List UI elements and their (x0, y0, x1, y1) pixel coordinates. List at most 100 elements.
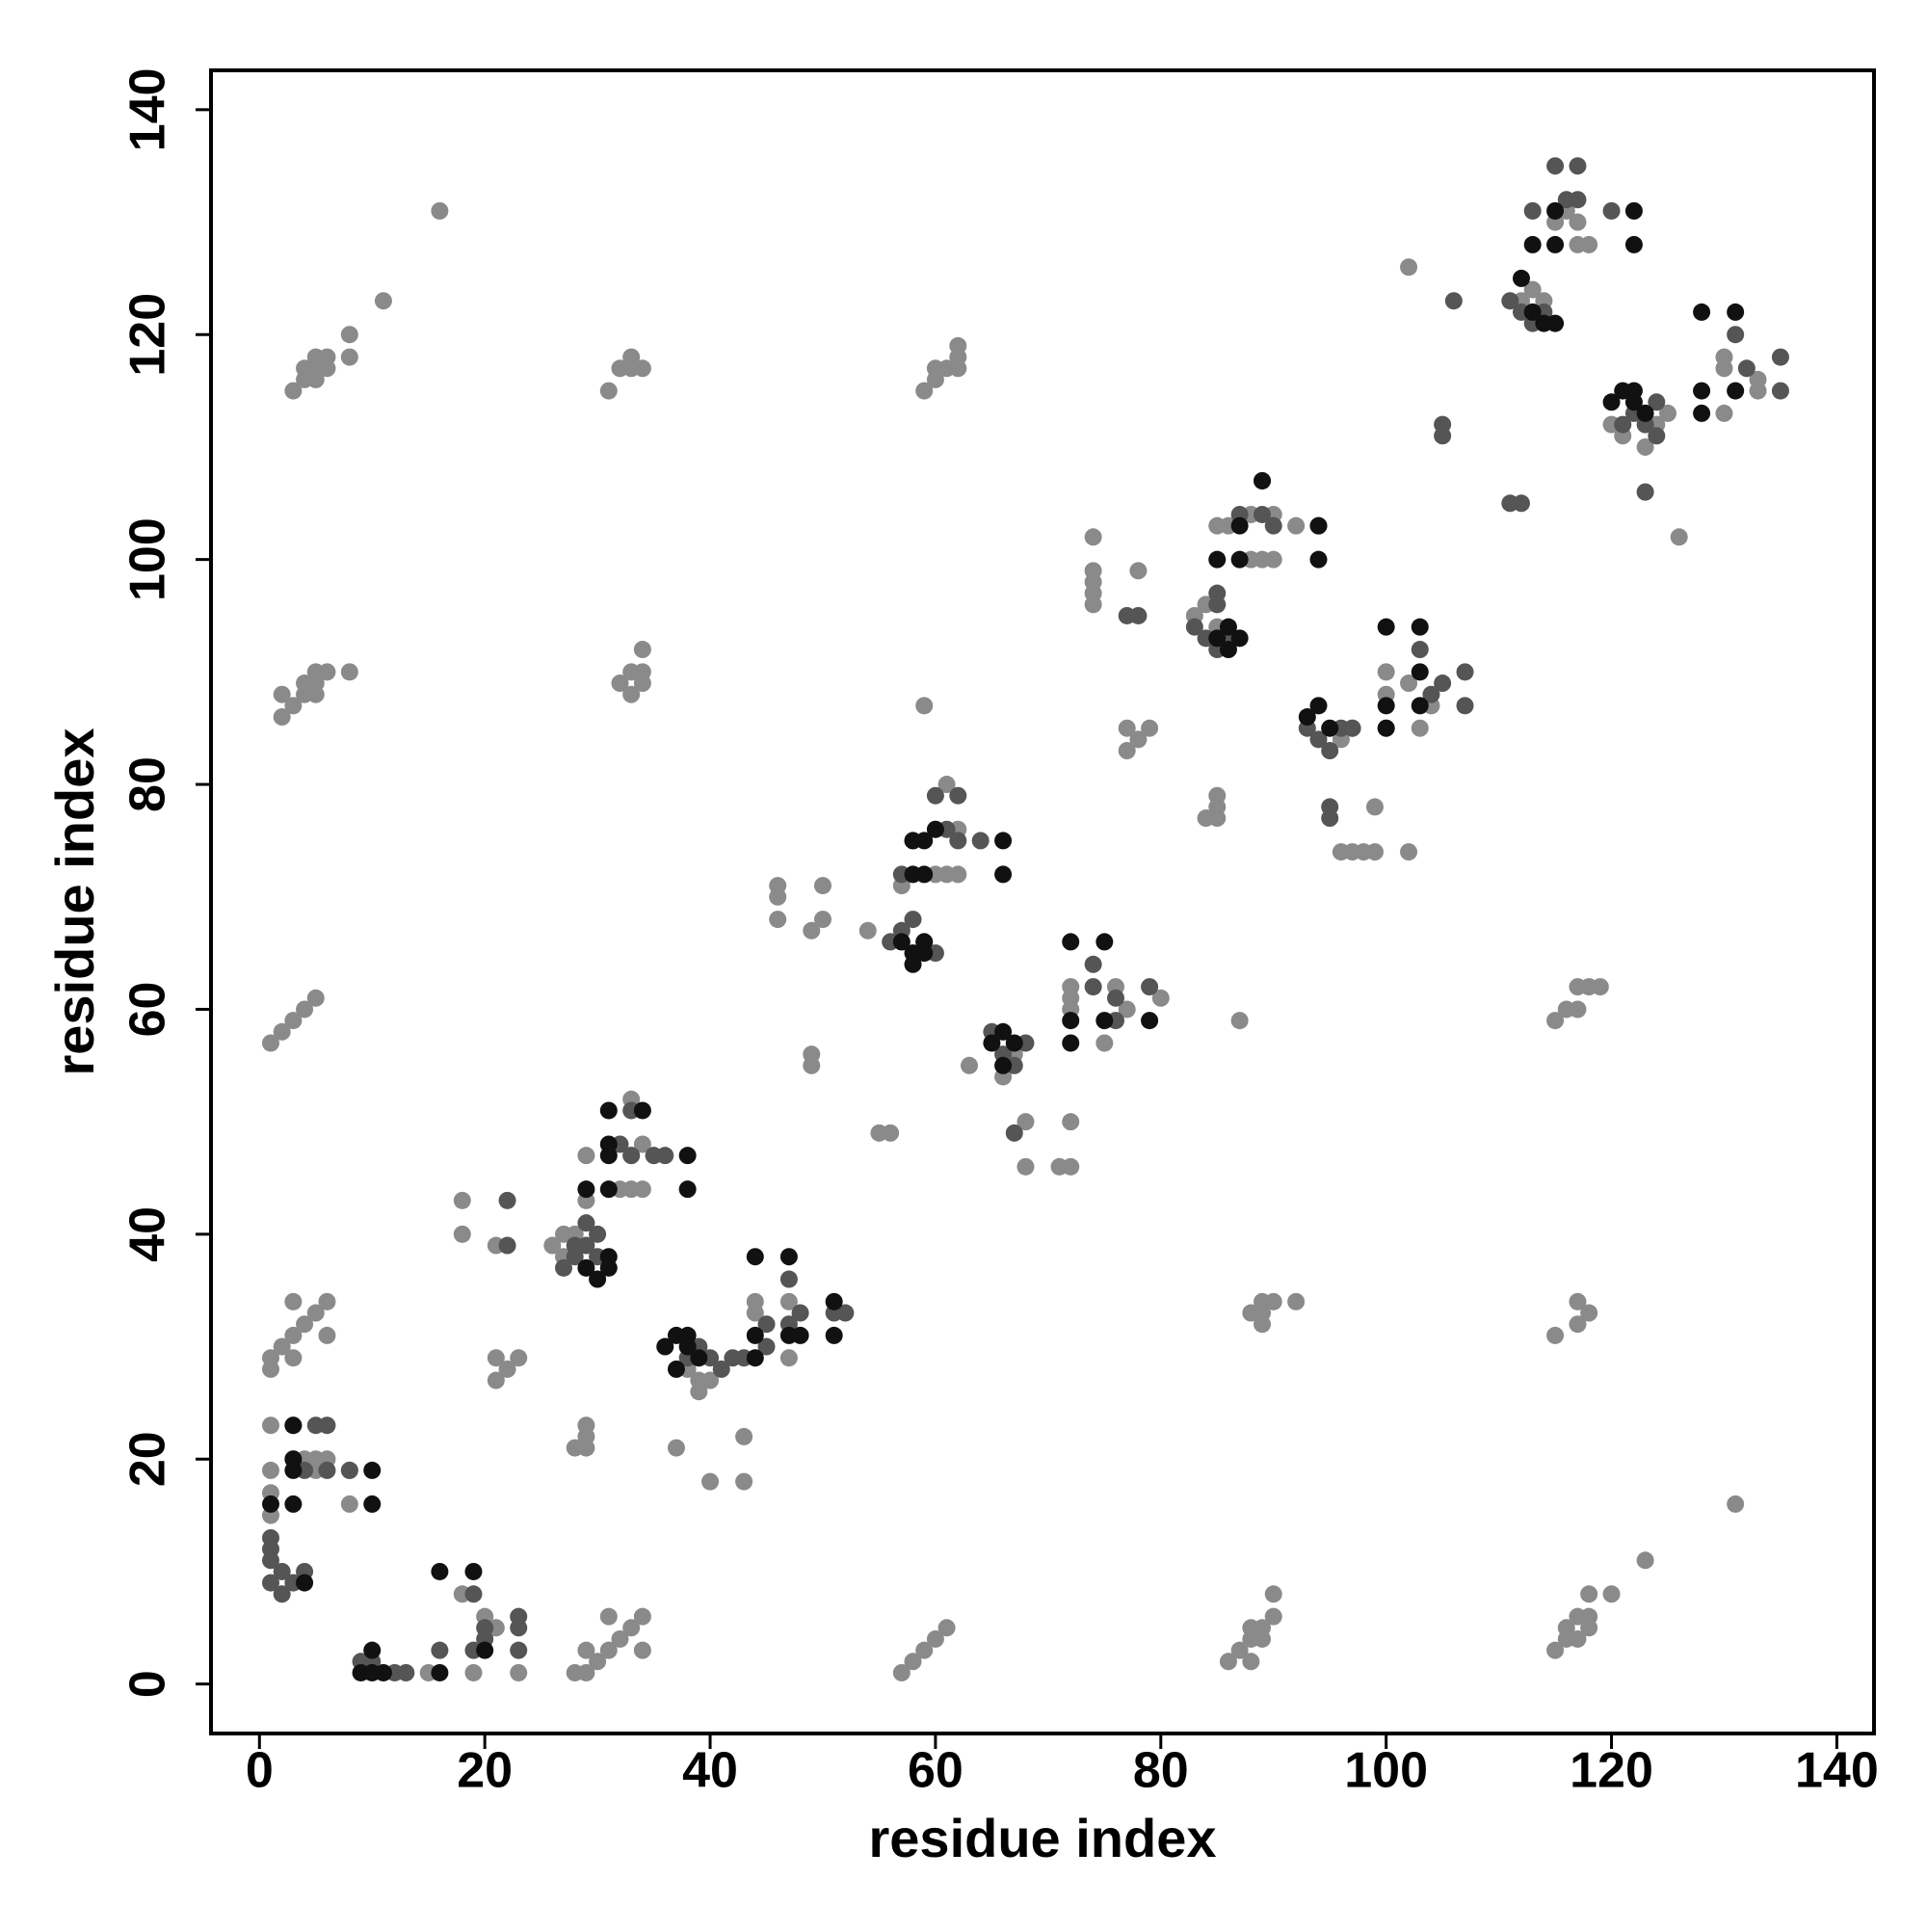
point (892, 1663, 911, 1681)
point (1400, 843, 1418, 861)
point (1580, 1304, 1598, 1322)
point (915, 1641, 934, 1659)
point (464, 1663, 483, 1681)
point (1208, 584, 1227, 602)
point (284, 1292, 303, 1310)
point (340, 1495, 358, 1513)
point (296, 1574, 314, 1592)
point (1230, 1641, 1249, 1659)
point (937, 776, 956, 794)
point (667, 1360, 685, 1378)
point (949, 336, 967, 355)
point (937, 1619, 956, 1637)
point (757, 1337, 776, 1356)
point (1670, 528, 1688, 546)
point (577, 1258, 595, 1277)
point (566, 1236, 584, 1255)
point (757, 1315, 776, 1334)
point (261, 1349, 279, 1367)
point (1118, 1000, 1136, 1019)
point (1095, 1012, 1114, 1030)
point (1636, 483, 1654, 501)
point (476, 1641, 494, 1659)
point (1546, 157, 1565, 175)
point (1411, 618, 1429, 636)
point (701, 1371, 720, 1389)
point (971, 832, 990, 850)
point (1614, 415, 1632, 434)
point (1523, 201, 1542, 220)
point (498, 1236, 516, 1255)
point (318, 348, 336, 366)
point (1771, 382, 1789, 400)
y-tick-label: 140 (120, 67, 176, 151)
point (949, 786, 967, 805)
point (1411, 641, 1429, 659)
point (1141, 719, 1159, 737)
point (1546, 201, 1565, 220)
point (296, 1315, 314, 1334)
point (1062, 1034, 1080, 1052)
point (791, 1326, 809, 1344)
point (678, 1180, 697, 1199)
point (1343, 719, 1361, 737)
point (813, 877, 832, 895)
point (1569, 157, 1587, 175)
point (1546, 1326, 1565, 1344)
point (836, 1304, 855, 1322)
y-tick-label: 0 (120, 1670, 176, 1698)
point (577, 1180, 595, 1199)
point (904, 911, 922, 929)
point (746, 1349, 764, 1367)
point (656, 1147, 674, 1165)
point (1602, 393, 1621, 411)
point (363, 1461, 382, 1479)
point (1242, 1653, 1260, 1671)
point (599, 1101, 618, 1120)
point (1208, 786, 1227, 805)
point (1309, 697, 1328, 715)
point (1185, 618, 1203, 636)
point (1129, 562, 1148, 580)
point (1693, 303, 1711, 321)
point (1062, 978, 1080, 996)
point (589, 1225, 607, 1243)
point (510, 1663, 528, 1681)
point (1569, 1292, 1587, 1310)
point (261, 1461, 279, 1479)
point (994, 865, 1013, 884)
y-tick-label: 80 (120, 756, 176, 812)
point (633, 1641, 651, 1659)
point (1636, 1551, 1654, 1570)
point (1546, 1641, 1565, 1659)
point (779, 1292, 798, 1310)
x-tick-label: 120 (1570, 1743, 1653, 1799)
point (960, 1056, 978, 1074)
plot-frame (209, 68, 1876, 1735)
point (261, 1495, 279, 1513)
point (498, 1360, 516, 1378)
point (825, 1326, 843, 1344)
point (284, 382, 303, 400)
point (1321, 719, 1339, 737)
point (1580, 1607, 1598, 1626)
point (340, 348, 358, 366)
point (1264, 1292, 1282, 1310)
point (622, 348, 641, 366)
point (1693, 382, 1711, 400)
point (453, 1191, 471, 1209)
point (1095, 1034, 1114, 1052)
point (1749, 370, 1767, 388)
y-tick-label: 60 (120, 982, 176, 1038)
point (1005, 1124, 1023, 1142)
point (1636, 437, 1654, 456)
point (1715, 404, 1733, 422)
point (1287, 516, 1306, 535)
point (318, 1292, 336, 1310)
point (1254, 471, 1272, 490)
point (1546, 235, 1565, 253)
point (1602, 1585, 1621, 1603)
point (1648, 427, 1666, 445)
point (1062, 1113, 1080, 1131)
point (1151, 989, 1170, 1007)
